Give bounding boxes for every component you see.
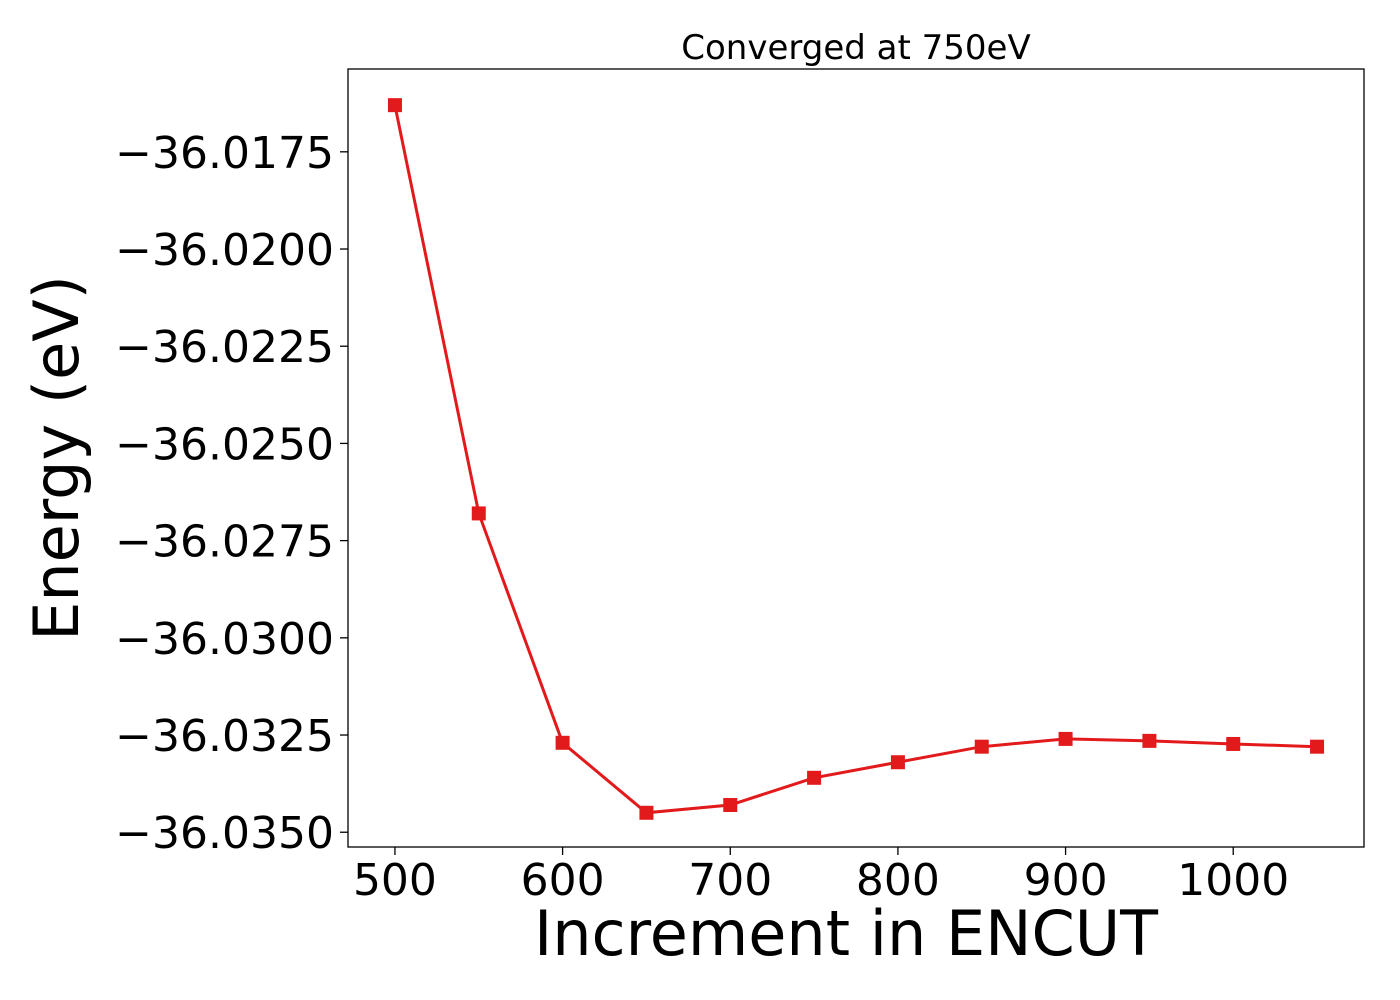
data-point [1142, 733, 1157, 748]
data-point [471, 506, 486, 521]
chart-title: Converged at 750eV [681, 28, 1030, 68]
y-tick-label: −36.0250 [115, 419, 334, 470]
data-point [639, 805, 654, 820]
y-tick-label: −36.0275 [115, 517, 334, 568]
y-tick-label: −36.0200 [115, 225, 334, 276]
x-tick-label: 800 [856, 855, 940, 906]
x-tick-label: 700 [688, 855, 772, 906]
data-point [974, 739, 989, 754]
series-markers [387, 98, 1325, 820]
y-axis: −36.0175 −36.0200 −36.0225 −36.0250 −36.0275… [115, 128, 348, 859]
x-axis: 500 600 700 800 900 1000 [353, 847, 1289, 906]
x-axis-label: Increment in ENCUT [534, 897, 1159, 970]
series-line [393, 104, 1318, 815]
y-tick-label: −36.0300 [115, 614, 334, 665]
data-point [807, 770, 822, 785]
x-tick-label: 1000 [1177, 855, 1289, 906]
x-tick-label: 900 [1024, 855, 1108, 906]
data-point [723, 798, 738, 813]
y-tick-label: −36.0175 [115, 128, 334, 179]
data-point [387, 98, 402, 113]
y-tick-label: −36.0325 [115, 711, 334, 762]
plot-frame [347, 68, 1365, 848]
x-tick-label: 600 [521, 855, 605, 906]
data-point [1310, 739, 1325, 754]
data-point [555, 735, 570, 750]
data-point [1058, 731, 1073, 746]
y-axis-label: Energy (eV) [20, 275, 93, 641]
data-point [1226, 736, 1241, 751]
data-point [890, 755, 905, 770]
x-tick-label: 500 [353, 855, 437, 906]
y-tick-label: −36.0225 [115, 322, 334, 373]
y-tick-label: −36.0350 [115, 808, 334, 859]
